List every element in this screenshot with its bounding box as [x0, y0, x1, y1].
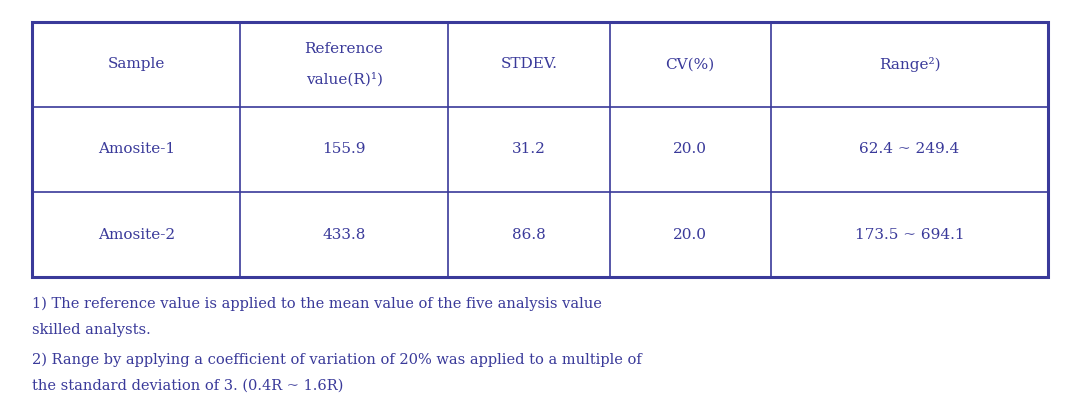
Text: 31.2: 31.2	[512, 143, 546, 156]
Text: value(R)¹): value(R)¹)	[305, 72, 383, 87]
Text: 155.9: 155.9	[322, 143, 366, 156]
Text: 20.0: 20.0	[673, 228, 707, 242]
Text: skilled analysts.: skilled analysts.	[32, 323, 150, 337]
Text: CV(%): CV(%)	[665, 57, 715, 71]
Text: the standard deviation of 3. (0.4R ~ 1.6R): the standard deviation of 3. (0.4R ~ 1.6…	[32, 378, 344, 392]
Text: Sample: Sample	[108, 57, 164, 71]
Text: Range²): Range²)	[878, 57, 941, 72]
Text: 173.5 ~ 694.1: 173.5 ~ 694.1	[855, 228, 964, 242]
Text: 2) Range by applying a coefficient of variation of 20% was applied to a multiple: 2) Range by applying a coefficient of va…	[32, 352, 642, 367]
Text: 20.0: 20.0	[673, 143, 707, 156]
Text: STDEV.: STDEV.	[500, 57, 557, 71]
Text: 86.8: 86.8	[512, 228, 546, 242]
Text: Reference: Reference	[304, 42, 384, 56]
Text: 1) The reference value is applied to the mean value of the five analysis value: 1) The reference value is applied to the…	[32, 297, 602, 311]
Text: Amosite-1: Amosite-1	[98, 143, 175, 156]
Text: Amosite-2: Amosite-2	[98, 228, 175, 242]
Text: 433.8: 433.8	[322, 228, 366, 242]
Text: 62.4 ~ 249.4: 62.4 ~ 249.4	[859, 143, 960, 156]
Bar	[32, 22, 1048, 277]
